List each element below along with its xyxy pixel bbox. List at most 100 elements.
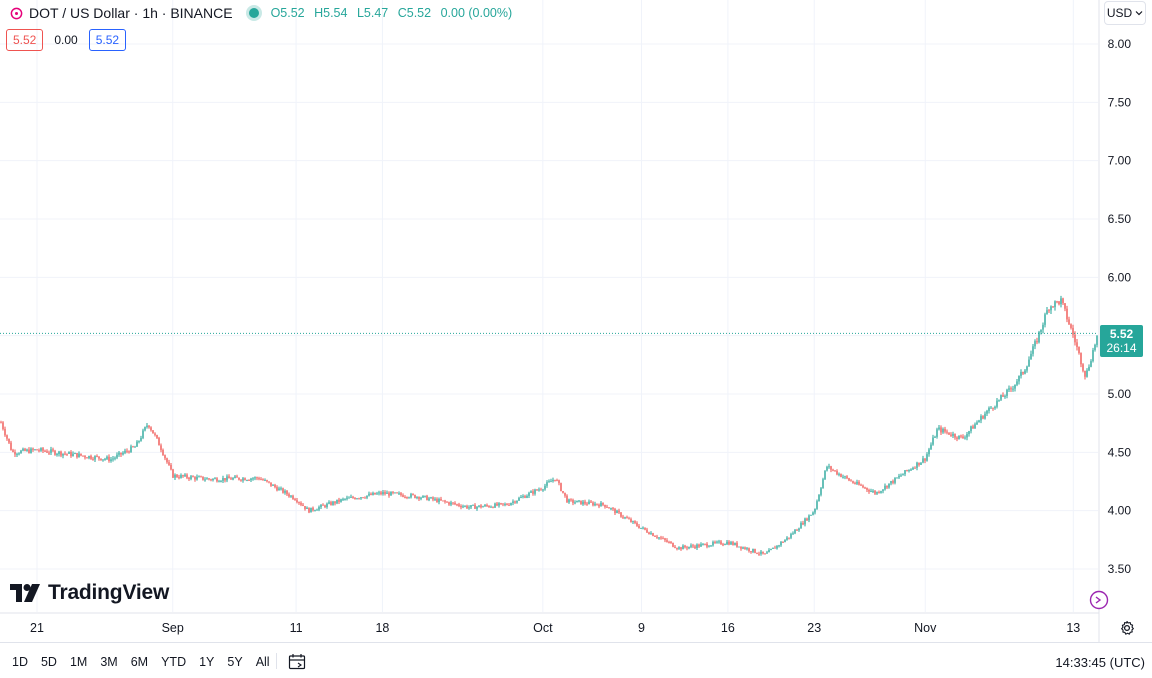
candle-body xyxy=(44,450,46,452)
candle-body xyxy=(200,476,202,478)
candle-body xyxy=(64,453,66,455)
y-tick-label: 6.00 xyxy=(1108,270,1132,284)
candle-body xyxy=(66,453,68,455)
candle-body xyxy=(240,479,242,481)
candle-body xyxy=(264,480,266,482)
candle-body xyxy=(292,495,294,500)
candle-body xyxy=(1030,353,1032,360)
candle-body xyxy=(334,501,336,504)
candle-body xyxy=(692,545,694,547)
candle-body xyxy=(354,497,356,500)
range-button-1d[interactable]: 1D xyxy=(12,655,28,669)
candle-body xyxy=(980,416,982,421)
candle-body xyxy=(1086,370,1088,377)
candle-body xyxy=(242,478,244,481)
candle-body xyxy=(552,479,554,482)
candle-body xyxy=(664,538,666,541)
candle-body xyxy=(948,432,950,435)
currency-selector[interactable]: USD xyxy=(1104,1,1146,25)
bottom-toolbar: 1D 5D 1M 3M 6M YTD 1Y 5Y All 14:33:45 (UTC) xyxy=(0,642,1152,678)
candle-body xyxy=(598,504,600,507)
candle-body xyxy=(1050,306,1052,311)
candle-body xyxy=(18,453,20,455)
candle-body xyxy=(378,492,380,494)
candle-body xyxy=(30,448,32,453)
candle-body xyxy=(214,478,216,480)
candle-body xyxy=(800,522,802,529)
candle-body xyxy=(640,527,642,529)
candle-body xyxy=(368,493,370,496)
candle-body xyxy=(338,499,340,502)
candle-body xyxy=(696,544,698,549)
candle-body xyxy=(444,500,446,502)
candle-body xyxy=(296,500,298,503)
scroll-to-latest-icon[interactable] xyxy=(1089,590,1109,610)
candle-body xyxy=(424,495,426,497)
range-button-5d[interactable]: 5D xyxy=(40,655,57,669)
symbol-title[interactable]: DOT / US Dollar · 1h · BINANCE xyxy=(29,5,233,21)
candle-body xyxy=(198,476,200,478)
candle-body xyxy=(38,450,40,452)
candle-body xyxy=(154,433,156,435)
candle-body xyxy=(672,542,674,547)
candle-body xyxy=(934,436,936,438)
candle-body xyxy=(566,495,568,503)
candle-body xyxy=(584,501,586,504)
candle-body xyxy=(12,450,14,452)
candle-body xyxy=(596,503,598,505)
candle-body xyxy=(588,501,590,505)
range-button-1m[interactable]: 1M xyxy=(69,655,88,669)
candle-body xyxy=(710,545,712,547)
candle-body xyxy=(1082,364,1084,371)
range-button-3m[interactable]: 3M xyxy=(100,655,118,669)
candle-body xyxy=(1010,388,1012,390)
calendar-icon[interactable] xyxy=(288,653,306,670)
range-button-5y[interactable]: 5Y xyxy=(227,655,243,669)
buy-button[interactable]: 5.52 xyxy=(88,29,127,51)
candle-body xyxy=(806,518,808,521)
candle-body xyxy=(1078,347,1080,354)
candle-body xyxy=(90,455,92,459)
range-button-6m[interactable]: 6M xyxy=(130,655,149,669)
range-button-all[interactable]: All xyxy=(255,655,270,669)
candle-body xyxy=(1020,371,1022,376)
candle-body xyxy=(600,502,602,507)
candle-body xyxy=(912,467,914,470)
candle-body xyxy=(116,454,118,458)
candle-body xyxy=(870,491,872,493)
y-tick-label: 7.00 xyxy=(1108,154,1132,168)
sell-button[interactable]: 5.52 xyxy=(6,29,44,51)
price-chart[interactable]: 8.007.507.006.506.005.505.004.504.003.50… xyxy=(0,0,1152,642)
candle-body xyxy=(52,449,54,451)
candle-body xyxy=(660,537,662,539)
y-tick-label: 3.50 xyxy=(1108,562,1132,576)
close-value: C5.52 xyxy=(397,6,432,20)
range-button-1y[interactable]: 1Y xyxy=(199,655,215,669)
candle-body xyxy=(682,545,684,550)
candle-body xyxy=(0,422,2,424)
candle-body xyxy=(1008,388,1010,390)
tradingview-logo[interactable]: TradingView xyxy=(10,581,169,605)
candle-body xyxy=(276,487,278,491)
candle-body xyxy=(352,496,354,498)
utc-clock[interactable]: 14:33:45 (UTC) xyxy=(1055,655,1145,670)
candle-body xyxy=(456,504,458,506)
candle-body xyxy=(204,479,206,481)
candle-body xyxy=(1064,303,1066,309)
candle-body xyxy=(446,501,448,503)
candle-body xyxy=(210,479,212,481)
range-button-ytd[interactable]: YTD xyxy=(161,655,187,669)
x-tick-label: 16 xyxy=(721,621,735,635)
candle-body xyxy=(950,434,952,436)
candle-body xyxy=(650,533,652,535)
candle-body xyxy=(348,497,350,499)
candle-body xyxy=(190,476,192,480)
candle-body xyxy=(262,479,264,481)
candle-body xyxy=(970,426,972,432)
candle-body xyxy=(470,505,472,508)
candle-body xyxy=(608,507,610,509)
candle-body xyxy=(1024,370,1026,374)
gear-icon[interactable] xyxy=(1119,620,1135,636)
candle-body xyxy=(390,491,392,496)
candle-body xyxy=(68,451,70,454)
